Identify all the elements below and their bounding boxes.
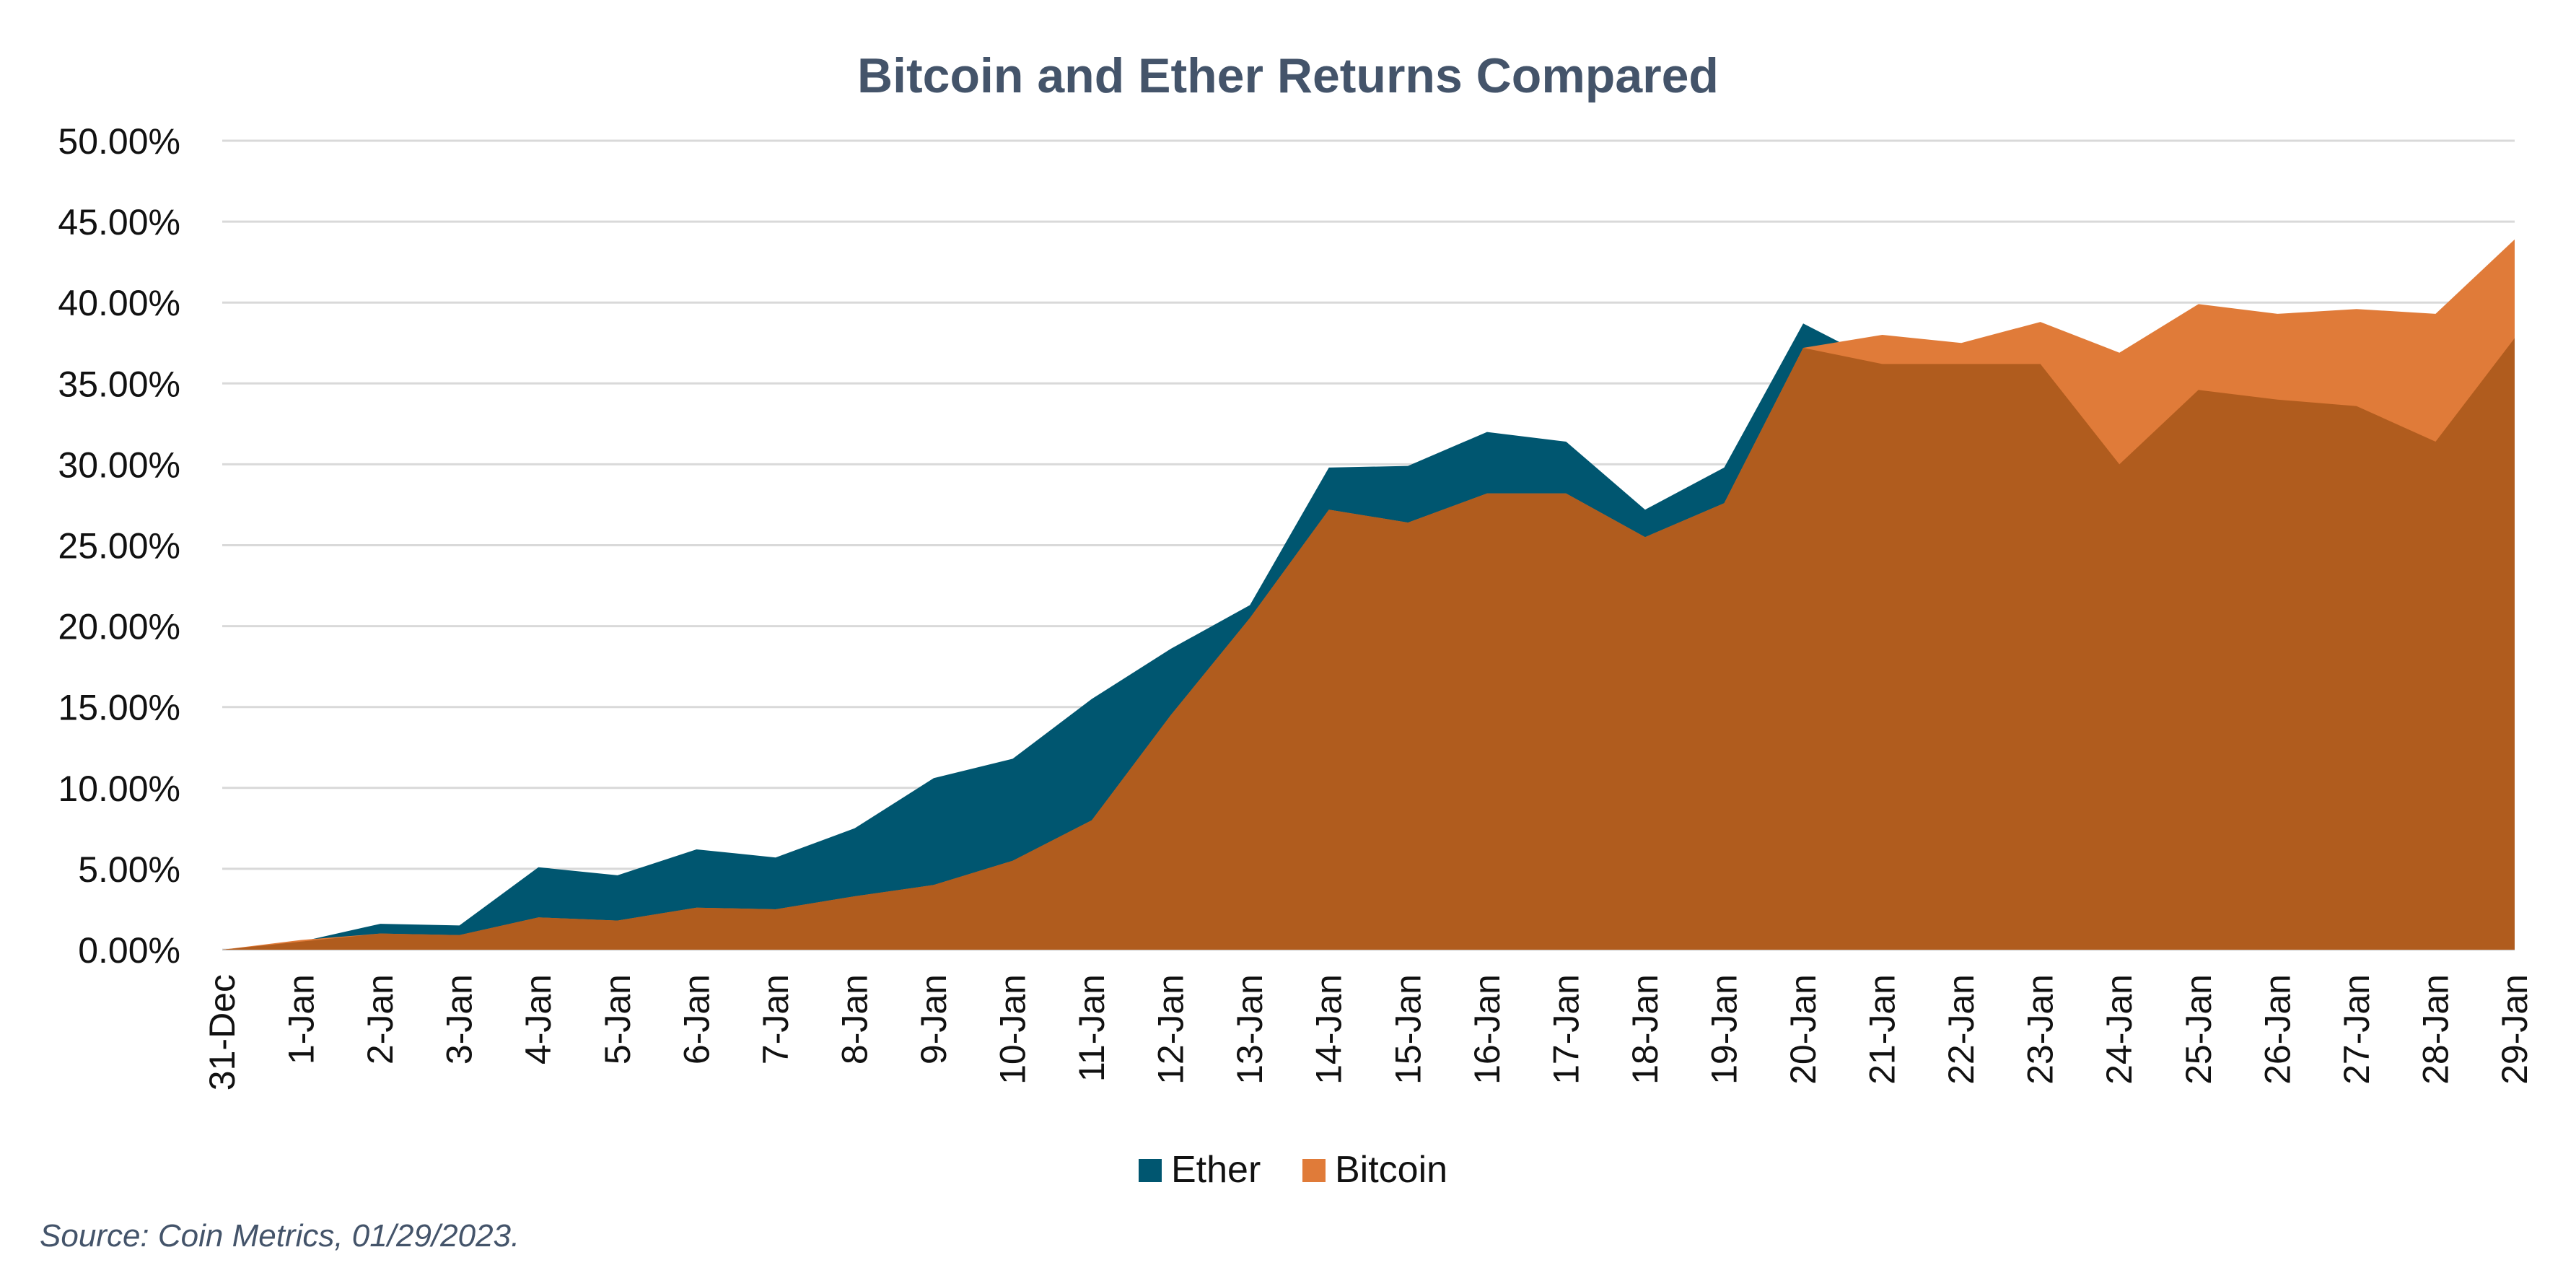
- source-note: Source: Coin Metrics, 01/29/2023.: [40, 1218, 520, 1254]
- x-tick-label: 9-Jan: [914, 974, 954, 1064]
- y-tick-label: 45.00%: [58, 202, 180, 242]
- y-tick-label: 10.00%: [58, 769, 180, 809]
- legend-swatch: [1139, 1159, 1162, 1182]
- x-tick-label: 12-Jan: [1151, 974, 1191, 1085]
- x-tick-label: 19-Jan: [1704, 974, 1744, 1085]
- y-tick-label: 5.00%: [78, 849, 180, 890]
- y-tick-label: 20.00%: [58, 607, 180, 647]
- x-tick-label: 1-Jan: [281, 974, 322, 1064]
- y-tick-label: 0.00%: [78, 930, 180, 971]
- x-tick-label: 5-Jan: [597, 974, 638, 1064]
- y-tick-label: 35.00%: [58, 364, 180, 404]
- x-tick-label: 2-Jan: [360, 974, 400, 1064]
- y-tick-label: 30.00%: [58, 445, 180, 485]
- chart-title: Bitcoin and Ether Returns Compared: [857, 48, 1719, 103]
- x-tick-label: 14-Jan: [1309, 974, 1349, 1085]
- x-tick-label: 16-Jan: [1467, 974, 1507, 1085]
- x-tick-label: 26-Jan: [2257, 974, 2297, 1085]
- x-tick-label: 29-Jan: [2494, 974, 2535, 1085]
- x-tick-label: 4-Jan: [518, 974, 558, 1064]
- x-tick-label: 17-Jan: [1546, 974, 1586, 1085]
- x-tick-label: 25-Jan: [2178, 974, 2219, 1085]
- plot-areas: [222, 239, 2515, 950]
- y-tick-label: 15.00%: [58, 688, 180, 728]
- x-tick-label: 8-Jan: [834, 974, 875, 1064]
- x-tick-label: 23-Jan: [2020, 974, 2061, 1085]
- legend-label: Ether: [1171, 1149, 1261, 1191]
- y-tick-label: 25.00%: [58, 526, 180, 567]
- legend-label: Bitcoin: [1335, 1149, 1447, 1191]
- x-tick-label: 24-Jan: [2099, 974, 2139, 1085]
- x-tick-label: 27-Jan: [2336, 974, 2377, 1085]
- x-tick-label: 6-Jan: [676, 974, 717, 1064]
- series-overlap-area: [222, 338, 2515, 950]
- x-tick-label: 3-Jan: [439, 974, 480, 1064]
- x-tick-label: 15-Jan: [1388, 974, 1428, 1085]
- x-tick-label: 13-Jan: [1230, 974, 1270, 1085]
- x-tick-label: 22-Jan: [1941, 974, 1981, 1085]
- x-axis-ticks: 31-Dec 1-Jan 2-Jan 3-Jan 4-Jan 5-Jan 6-Jan 7-Ja…: [202, 974, 2535, 1090]
- x-tick-label: 20-Jan: [1783, 974, 1823, 1085]
- x-tick-label: 7-Jan: [755, 974, 796, 1064]
- y-tick-label: 40.00%: [58, 283, 180, 323]
- x-tick-label: 31-Dec: [202, 974, 242, 1090]
- x-tick-label: 10-Jan: [993, 974, 1033, 1085]
- y-tick-label: 50.00%: [58, 121, 180, 162]
- x-tick-label: 28-Jan: [2415, 974, 2455, 1085]
- x-tick-label: 18-Jan: [1625, 974, 1665, 1085]
- x-tick-label: 11-Jan: [1072, 974, 1112, 1082]
- legend: Ether Bitcoin: [1139, 1149, 1447, 1191]
- x-tick-label: 21-Jan: [1862, 974, 1903, 1085]
- legend-swatch: [1302, 1159, 1326, 1182]
- y-axis-ticks: 0.00% 5.00% 10.00% 15.00% 20.00% 25.00% 30.00%…: [58, 121, 180, 971]
